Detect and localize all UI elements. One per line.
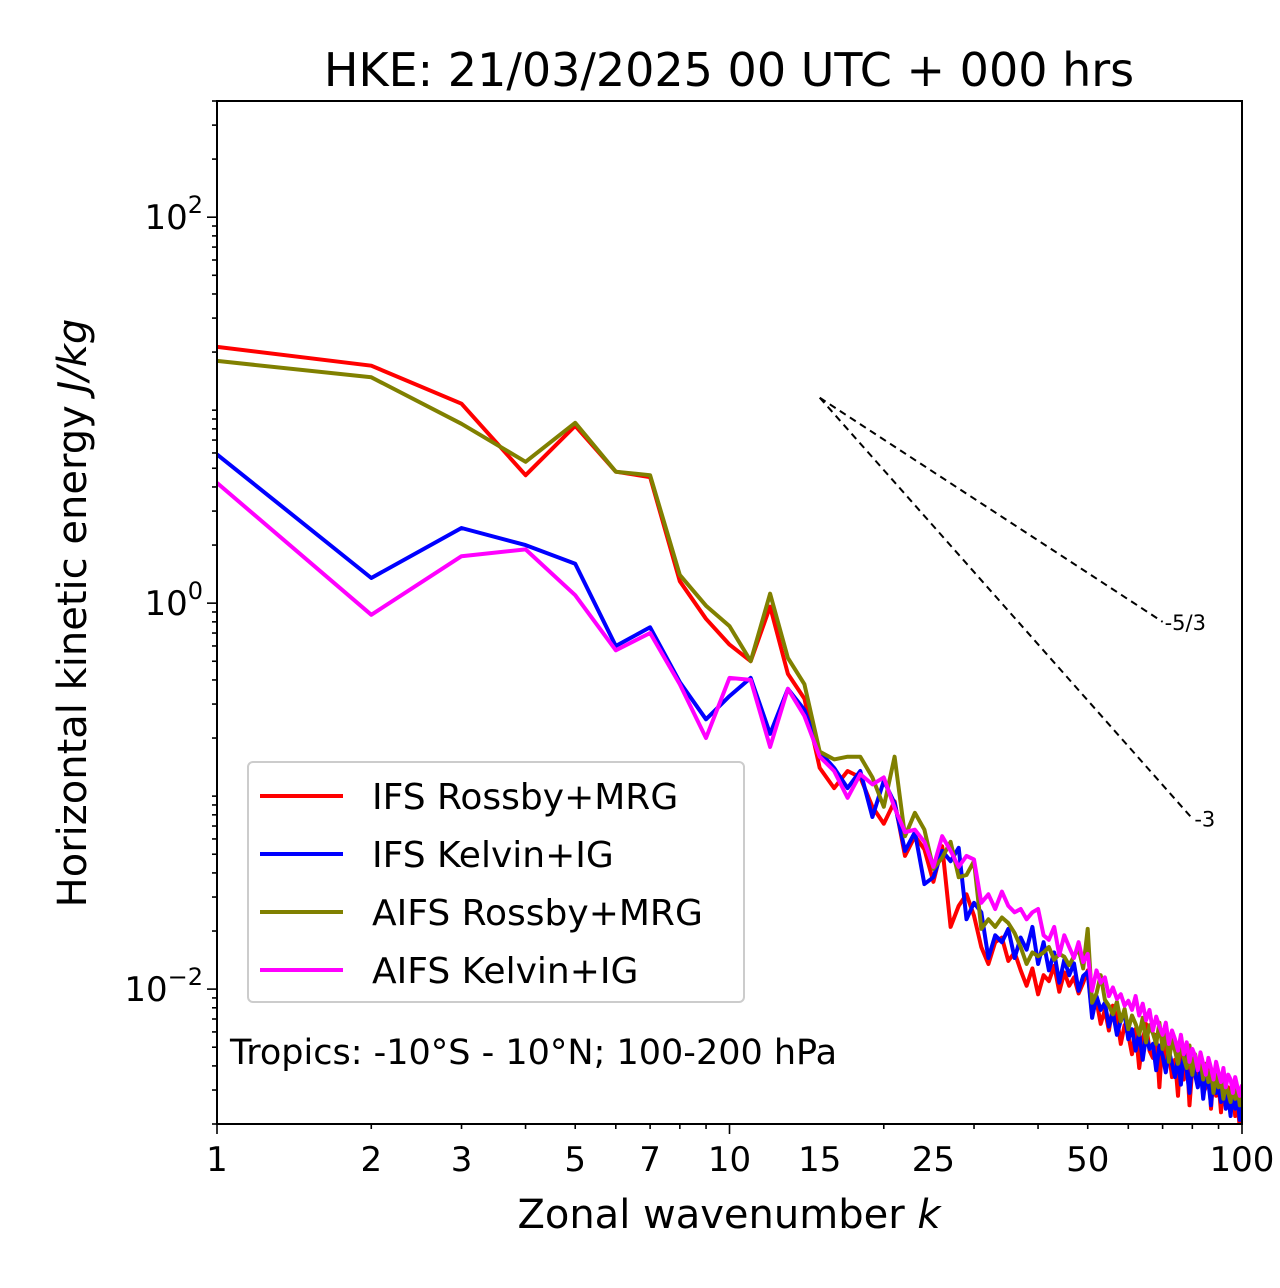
- plot-frame: [216, 100, 1243, 1125]
- y-tick-label: 100: [144, 577, 203, 624]
- y-tick-base: 10: [144, 198, 187, 238]
- legend-box: [247, 761, 745, 1003]
- x-tick-label: 5: [564, 1140, 586, 1180]
- legend: IFS Rossby+MRG IFS Kelvin+IG AIFS Rossby+M…: [247, 761, 745, 1003]
- x-axis-label-text: Zonal wavenumber: [517, 1192, 905, 1238]
- legend-label-1: IFS Kelvin+IG: [372, 835, 614, 876]
- x-tick-label: 50: [1066, 1140, 1109, 1180]
- x-tick-label: 15: [798, 1140, 841, 1180]
- y-axis-label: Horizontal kinetic energy J/kg: [50, 319, 96, 908]
- y-tick-label: 102: [144, 191, 203, 238]
- y-tick-base: 10: [124, 970, 167, 1010]
- reference-slopes: -5/3 -3: [818, 396, 1215, 832]
- reference-slope-line-1: [818, 397, 1194, 820]
- legend-label-3: AIFS Kelvin+IG: [372, 951, 638, 992]
- x-tick-label: 25: [912, 1140, 955, 1180]
- legend-label-0: IFS Rossby+MRG: [372, 777, 678, 818]
- x-tick-label: 2: [360, 1140, 382, 1180]
- y-tick-exponent: 2: [188, 191, 203, 219]
- reference-slope-label-1: -3: [1194, 808, 1215, 832]
- x-tick-label: 3: [451, 1140, 473, 1180]
- y-tick-exponent: 0: [188, 577, 203, 605]
- x-tick-label: 100: [1210, 1140, 1275, 1180]
- region-annotation: Tropics: -10°S - 10°N; 100-200 hPa: [229, 1033, 837, 1073]
- y-tick-exponent: −2: [168, 963, 203, 991]
- x-axis-label: Zonal wavenumber k: [517, 1192, 942, 1238]
- legend-label-2: AIFS Rossby+MRG: [372, 893, 703, 934]
- series-line-3: [217, 481, 1242, 1098]
- reference-slope-line-0: [819, 396, 1164, 623]
- x-tick-label: 7: [639, 1140, 661, 1180]
- x-tick-label: 10: [708, 1140, 751, 1180]
- series-layer: [217, 344, 1242, 1124]
- y-tick-base: 10: [144, 584, 187, 624]
- x-tick-label: 1: [206, 1140, 228, 1180]
- y-axis-label-text: Horizontal kinetic energy: [50, 405, 96, 907]
- y-axis-label-unit: J/kg: [50, 319, 96, 400]
- y-tick-label: 10−2: [124, 963, 203, 1010]
- reference-slope-label-0: -5/3: [1165, 611, 1206, 635]
- chart-title: HKE: 21/03/2025 00 UTC + 000 hrs: [324, 43, 1134, 97]
- x-axis-label-symbol: k: [917, 1192, 942, 1238]
